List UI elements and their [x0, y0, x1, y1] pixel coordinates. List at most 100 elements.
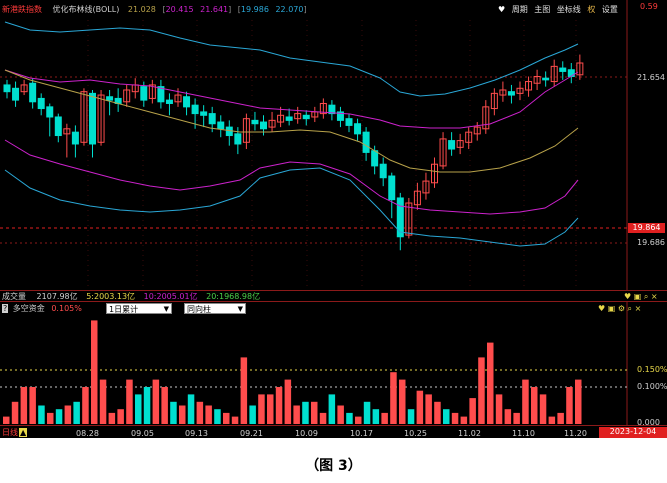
candle-body [302, 114, 310, 120]
kline-chart[interactable] [0, 0, 667, 290]
period-select[interactable]: 1日累计 ▼ [106, 303, 172, 314]
money-flow-bar [223, 412, 230, 424]
money-flow-bar [363, 401, 371, 424]
lock-icon[interactable]: ▣ [607, 304, 616, 313]
money-flow-bar [179, 405, 186, 424]
date-tick-label: 11.10 [512, 429, 535, 438]
candle-body [413, 190, 421, 206]
volume-total: 2107.98亿 [36, 292, 78, 301]
candle-body [80, 91, 88, 143]
volume-label: 成交量 [2, 292, 26, 301]
current-date-label: 2023-12-04 [599, 427, 667, 438]
money-flow-bar [108, 412, 116, 424]
candle-body [516, 87, 524, 94]
time-axis: 日线 ▲ 08.28 09.05 09.13 09.21 10.09 10.17 10.25 1… [0, 425, 667, 438]
money-flow-bar [372, 409, 380, 424]
money-flow-bar [522, 379, 529, 424]
candle-body [208, 113, 216, 125]
candle-body [525, 81, 533, 91]
candle-body [328, 104, 336, 115]
candle-body [46, 106, 54, 118]
money-flow-bar [425, 394, 432, 424]
candle-body [63, 128, 71, 135]
sub-panel-value: 0.105% [51, 304, 82, 313]
candle-body [174, 94, 182, 103]
close-icon[interactable]: × [634, 304, 642, 313]
zoom-icon[interactable]: ⌕ [627, 304, 633, 313]
candle-body [71, 131, 79, 145]
candle-body [277, 114, 285, 123]
money-flow-bar [275, 387, 283, 424]
settings-icon[interactable]: ⚙ [617, 304, 625, 313]
period-button[interactable]: 周期 [511, 5, 528, 14]
rights-button[interactable]: 权 [587, 5, 596, 14]
candle-body [507, 91, 515, 96]
money-flow-bar [82, 387, 89, 424]
figure-caption: （图 3） [305, 458, 362, 474]
chart-button[interactable]: 主图 [534, 5, 551, 14]
heart-icon[interactable]: ♥ [498, 5, 506, 14]
boll-mid-value: 21.028 [127, 5, 156, 14]
candle-body [405, 202, 413, 236]
money-flow-bar [47, 412, 54, 424]
money-flow-bar [249, 405, 256, 424]
candle-body [456, 140, 464, 148]
money-flow-bar [214, 409, 221, 424]
money-flow-chart[interactable] [0, 0, 667, 438]
period-indicator[interactable]: 日线 ▲ [2, 428, 28, 438]
money-flow-bar [135, 394, 142, 424]
money-flow-bar [293, 405, 300, 424]
type-select[interactable]: 同向柱 ▼ [184, 303, 246, 314]
money-flow-bar [99, 379, 107, 424]
help-icon[interactable]: ? [2, 304, 9, 313]
candle-body [354, 123, 362, 135]
money-flow-bar [416, 390, 424, 424]
heart-icon[interactable]: ♥ [624, 292, 632, 301]
money-flow-bar [566, 387, 573, 424]
candle-body [157, 86, 165, 103]
candle-body [217, 121, 225, 130]
money-flow-bar [539, 394, 547, 424]
boll-lower-value-2: 21.641 [200, 5, 229, 14]
candle-body [148, 84, 156, 99]
boll-upper-inner-band [4, 69, 579, 129]
type-select-value: 同向柱 [187, 305, 211, 314]
price-lower-label: 19.686 [637, 238, 665, 247]
settings-button[interactable]: 设置 [601, 5, 618, 14]
boll-upper-band [4, 21, 579, 97]
level-mid-label: 0.100% [637, 382, 667, 391]
coord-button[interactable]: 坐标线 [556, 5, 581, 14]
zoom-icon[interactable]: ⌕ [643, 292, 649, 301]
heart-icon[interactable]: ♥ [598, 304, 606, 313]
candle-body [285, 116, 293, 121]
candle-body [89, 92, 96, 145]
candle-body [123, 89, 131, 103]
money-flow-bar [399, 379, 406, 424]
candle-body [396, 197, 404, 238]
candle-body [345, 118, 353, 126]
volume-ma5: 5:2003.13亿 [86, 292, 136, 301]
money-flow-bar [337, 405, 344, 424]
money-flow-bar [258, 394, 265, 424]
index-name: 新港跌指数 [2, 5, 42, 14]
money-flow-bar [284, 379, 292, 424]
candle-body [482, 106, 490, 130]
candle-body [183, 96, 191, 108]
money-flow-bar [205, 405, 212, 424]
candle-body [379, 163, 387, 179]
money-flow-bar [231, 416, 239, 424]
money-flow-bar [390, 372, 397, 424]
boll-upper-value-2: 22.070 [275, 5, 304, 14]
candle-body [473, 126, 481, 135]
close-icon[interactable]: × [650, 292, 658, 301]
date-tick-label: 10.09 [295, 429, 318, 438]
money-flow-bar [575, 379, 582, 424]
indicator-label: 优化布林线(BOLL) [52, 5, 120, 14]
candle-body [268, 119, 276, 128]
money-flow-bar [91, 320, 98, 424]
lock-icon[interactable]: ▣ [633, 292, 642, 301]
candle-body [200, 111, 208, 116]
money-flow-bar [302, 401, 309, 424]
candle-body [191, 104, 199, 115]
money-flow-bar [3, 416, 10, 424]
